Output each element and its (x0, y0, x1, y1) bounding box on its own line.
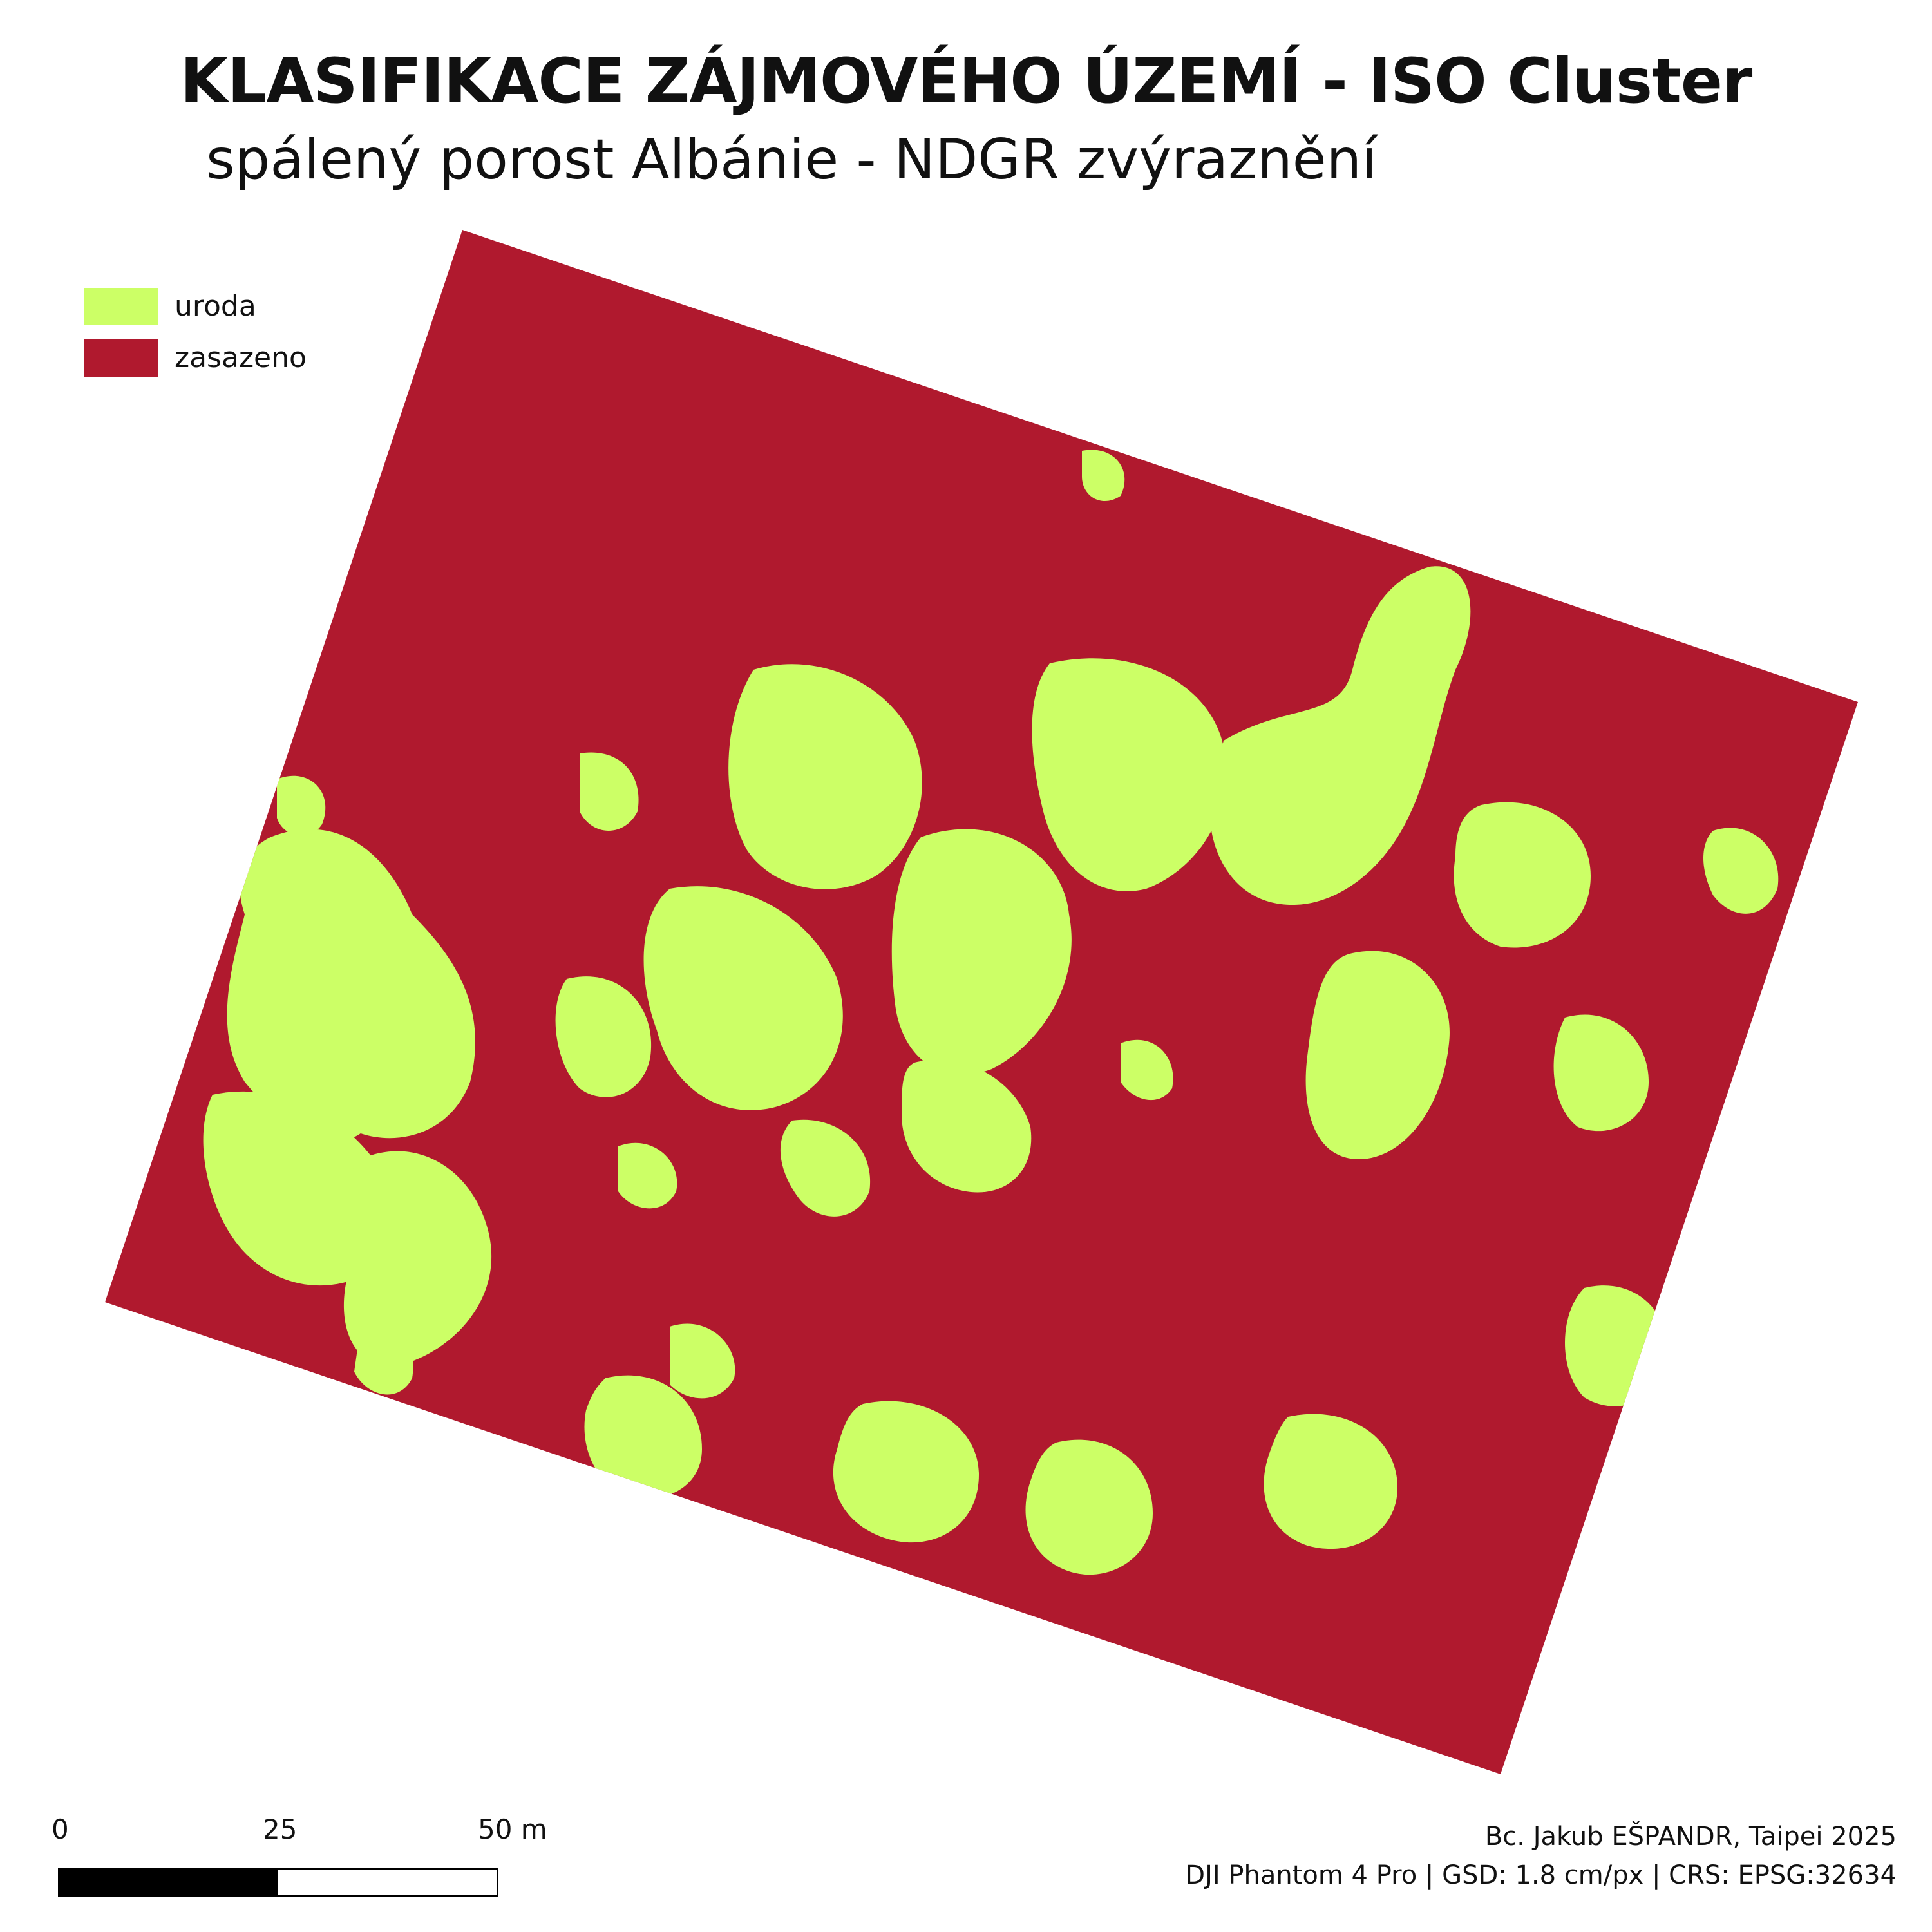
scale-bar-graphic (58, 1868, 498, 1897)
map-subtitle: spálený porost Albánie - NDGR zvýraznění (206, 128, 1378, 192)
scale-bar-segment (60, 1870, 278, 1895)
author-line: Bc. Jakub EŠPANDR, Taipei 2025 (1484, 1822, 1897, 1852)
crop-patches (132, 230, 1779, 1575)
scale-tick-label: 0 (52, 1814, 69, 1845)
scale-bar: 0 25 50 m (52, 1814, 547, 1900)
legend-swatch-crop (84, 288, 158, 325)
legend-label: uroda (175, 290, 256, 323)
legend: uroda zasazeno (84, 287, 307, 390)
credits: Bc. Jakub EŠPANDR, Taipei 2025 DJI Phant… (1185, 1817, 1897, 1895)
legend-item-crop: uroda (84, 287, 307, 327)
map-title: KLASIFIKACE ZÁJMOVÉHO ÚZEMÍ - ISO Cluste… (180, 45, 1753, 117)
source-line: DJI Phantom 4 Pro | GSD: 1.8 cm/px | CRS… (1185, 1861, 1897, 1890)
scale-tick-label: 25 (263, 1814, 298, 1845)
scale-tick-label: 50 m (478, 1814, 547, 1845)
legend-item-burned: zasazeno (84, 338, 307, 378)
legend-swatch-burned (84, 339, 158, 377)
legend-label: zasazeno (175, 341, 307, 374)
